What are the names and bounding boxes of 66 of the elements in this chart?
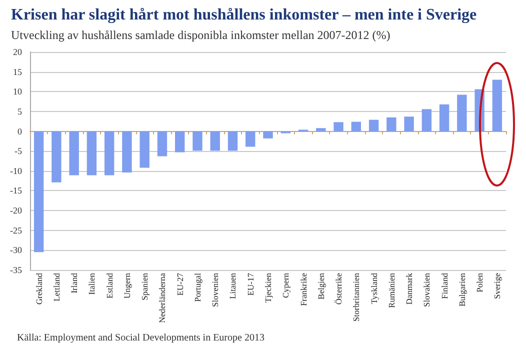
x-tick-label: EU-27: [174, 273, 185, 296]
bar: [457, 94, 467, 132]
x-tick-label: Litauen: [228, 272, 238, 299]
x-tick-label: Storbritannien: [351, 272, 362, 322]
bar: [492, 80, 502, 132]
y-tick-label: -25: [10, 225, 22, 236]
y-tick-label: 10: [13, 86, 22, 97]
x-tick-label: Spanien: [140, 272, 150, 300]
x-tick-label: Slovakien: [422, 272, 432, 307]
x-tick-label: Portugal: [192, 272, 202, 302]
bar: [351, 122, 361, 132]
y-tick-label: 0: [18, 126, 22, 136]
y-tick-label: -30: [10, 245, 22, 256]
x-tick-label: Tjeckien: [263, 272, 273, 303]
bar: [422, 109, 432, 132]
bar: [439, 104, 450, 132]
bar: [386, 117, 396, 132]
x-tick-label: Danmark: [404, 272, 414, 305]
x-tick-label: Belgien: [316, 272, 326, 300]
text: Källa: Employment and Social Developments in Europe 2013: [17, 332, 264, 344]
bar: [69, 131, 79, 176]
bar: [140, 131, 150, 168]
bar: [228, 131, 238, 151]
x-tick-label: Finland: [439, 272, 450, 299]
y-tick-label: 20: [13, 47, 22, 57]
bar: [316, 128, 326, 132]
y-tick-label: -5: [14, 146, 22, 156]
y-tick-label: -20: [10, 206, 22, 216]
bar: [122, 131, 132, 172]
bar: [34, 131, 44, 252]
x-tick-label: Bulgarien: [456, 272, 467, 307]
chart-title: Krisen har slagit hårt mot hushållens inkomster – men inte i Sverige: [11, 6, 477, 24]
x-tick-label: Estland: [104, 272, 114, 298]
bar: [263, 131, 273, 138]
bar: [86, 131, 97, 176]
x-tick-label: Cypern: [280, 272, 291, 298]
x-tick-label: Österrike: [334, 272, 344, 305]
y-tick-label: -15: [10, 186, 22, 196]
x-tick-label: Irland: [69, 272, 80, 294]
chart-subtitle: Utveckling av hushållens samlade disponibla inkomster mellan 2007-2012 (%): [11, 28, 390, 42]
x-tick-label: Grekland: [34, 272, 44, 305]
y-tick-label: 5: [18, 106, 22, 116]
bar: [192, 131, 202, 151]
x-tick-label: Nederländerna: [157, 272, 168, 324]
x-tick-label: Frankrike: [298, 272, 308, 306]
y-tick-label: 15: [13, 66, 22, 77]
bar: [52, 131, 62, 182]
x-tick-label: Polen: [474, 272, 485, 292]
bar: [175, 131, 185, 152]
x-tick-label: Sverige: [492, 272, 502, 299]
bar: [368, 120, 379, 132]
x-tick-label: Ungern: [122, 272, 132, 298]
y-tick-label: -10: [10, 166, 22, 176]
x-tick-label: Slovenien: [210, 272, 220, 307]
x-tick-label: EU-17: [245, 273, 256, 296]
x-tick-label: Italien: [86, 272, 97, 295]
bar: [246, 131, 256, 147]
y-tick-label: -35: [10, 265, 22, 275]
bar: [104, 131, 114, 176]
bar: [404, 116, 414, 132]
bar: [334, 122, 344, 132]
bar: [157, 131, 168, 156]
bar: [210, 131, 220, 151]
x-tick-label: Tyskland: [368, 272, 379, 304]
x-tick-label: Lettland: [51, 272, 62, 302]
x-tick-label: Rumänien: [386, 272, 396, 308]
